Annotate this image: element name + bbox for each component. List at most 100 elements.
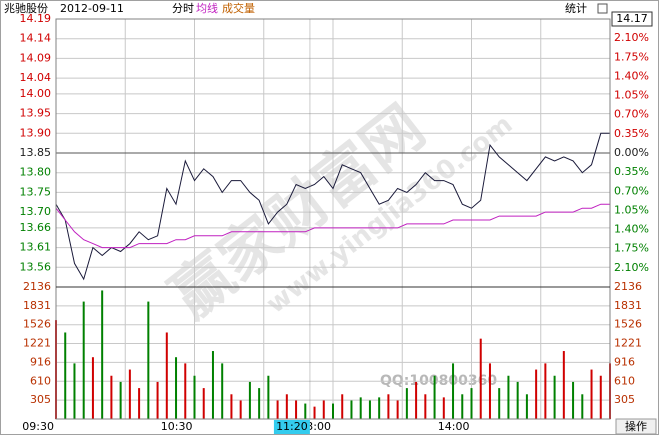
volume-bar <box>295 400 298 419</box>
window-icon[interactable] <box>597 3 608 14</box>
volume-bar <box>258 388 261 419</box>
volume-bar <box>572 381 575 419</box>
x-tick-label: 14:00 <box>438 420 470 433</box>
volume-bar <box>165 332 168 419</box>
cursor-label: 11:20 <box>276 420 308 433</box>
volume-bar <box>101 290 104 419</box>
volume-bar <box>73 363 76 419</box>
volume-bar <box>544 363 547 419</box>
y-tick-label: 610 <box>30 374 51 387</box>
volume-bar <box>498 388 501 419</box>
readout-box <box>611 11 653 27</box>
y-tick-label: 13.61 <box>20 241 52 254</box>
volume-bar <box>175 357 178 419</box>
y-tick-label: 1526 <box>23 318 51 331</box>
volume-bar <box>553 375 556 419</box>
volume-bar <box>128 369 131 419</box>
volume-bar <box>507 375 510 419</box>
volume-bar <box>221 363 224 419</box>
series-line <box>55 203 610 249</box>
y2-tick-label: 0.35% <box>614 127 649 140</box>
y2-tick-label: 2.10% <box>614 31 649 44</box>
volume-bar <box>368 400 371 419</box>
series-line <box>55 132 610 281</box>
y2-tick-label: 1.05% <box>614 203 649 216</box>
volume-bar <box>461 394 464 419</box>
y-tick-label: 13.80 <box>20 166 52 179</box>
stock-name: 兆驰股份 <box>4 1 48 15</box>
mode: 分时 <box>172 2 194 15</box>
volume-bar <box>581 394 584 419</box>
y-tick-label: 14.00 <box>20 87 52 100</box>
volume-bar <box>304 403 307 419</box>
volume-bar <box>396 400 399 419</box>
y2-tick-label: 610 <box>614 374 635 387</box>
volume-bar <box>313 406 316 419</box>
y-tick-label: 916 <box>30 355 51 368</box>
volume-bar <box>516 381 519 419</box>
y2-tick-label: 0.70% <box>614 184 649 197</box>
y-tick-label: 1831 <box>23 299 51 312</box>
vol-label[interactable]: 成交量 <box>222 1 255 15</box>
y2-tick-label: 2136 <box>614 280 642 293</box>
volume-bar <box>119 381 122 419</box>
y-tick-label: 13.66 <box>20 221 52 234</box>
volume-bar <box>415 381 418 419</box>
volume-bar <box>285 394 288 419</box>
avg-label[interactable]: 均线 <box>196 1 218 15</box>
volume-bar <box>332 403 334 419</box>
x-tick-label: 10:30 <box>161 420 193 433</box>
volume-bar <box>82 301 85 419</box>
volume-bar <box>91 357 94 419</box>
volume-bar <box>267 375 270 419</box>
volume-bar <box>341 394 344 419</box>
y2-tick-label: 0.35% <box>614 165 649 178</box>
volume-bar <box>193 375 196 419</box>
y-tick-label: 2136 <box>23 280 51 293</box>
y-tick-label: 1221 <box>23 337 51 350</box>
y-tick-label: 13.56 <box>20 260 52 273</box>
volume-bar <box>433 375 436 419</box>
y2-tick-label: 1.40% <box>614 223 649 236</box>
volume-bar <box>479 338 482 419</box>
volume-bar <box>147 301 150 419</box>
y2-tick-label: 1221 <box>614 337 642 350</box>
y2-tick-label: 1.40% <box>614 69 649 82</box>
volume-bar <box>211 351 214 419</box>
volume-bar <box>535 369 538 419</box>
y2-tick-label: 916 <box>614 355 635 368</box>
volume-bar <box>378 397 381 419</box>
volume-bar <box>442 397 445 419</box>
volume-bar <box>488 363 491 419</box>
y-tick-label: 14.19 <box>20 12 52 25</box>
y2-tick-label: 1.05% <box>614 89 649 102</box>
x-tick-label: 09:30 <box>22 420 54 433</box>
stats-button[interactable]: 统计 <box>565 2 587 15</box>
y-tick-label: 13.95 <box>20 107 52 120</box>
y-tick-label: 305 <box>30 393 51 406</box>
action-button[interactable] <box>615 418 657 435</box>
volume-bar <box>359 397 362 419</box>
volume-bar <box>64 332 67 419</box>
volume-bar <box>525 394 528 419</box>
y-tick-label: 14.04 <box>20 71 52 84</box>
cursor-box <box>273 420 310 434</box>
volume-bar <box>387 394 390 419</box>
volume-bar <box>248 381 251 419</box>
date: 2012-09-11 <box>60 2 124 15</box>
volume-bar <box>239 400 242 419</box>
volume-bar <box>110 375 113 419</box>
y-tick-label: 13.85 <box>20 146 52 159</box>
action-label[interactable]: 操作 <box>625 419 647 433</box>
y-tick-label: 13.70 <box>20 205 52 218</box>
volume-bar <box>405 388 408 419</box>
y-tick-label: 13.75 <box>20 185 52 198</box>
volume-bar <box>276 400 279 419</box>
volume-bar <box>590 369 593 419</box>
volume-bar <box>230 394 233 419</box>
y2-tick-label: 2.10% <box>614 261 649 274</box>
volume-bar <box>562 351 565 419</box>
volume-bar <box>322 400 325 419</box>
volume-bar <box>138 388 141 419</box>
y-tick-label: 14.09 <box>20 51 52 64</box>
